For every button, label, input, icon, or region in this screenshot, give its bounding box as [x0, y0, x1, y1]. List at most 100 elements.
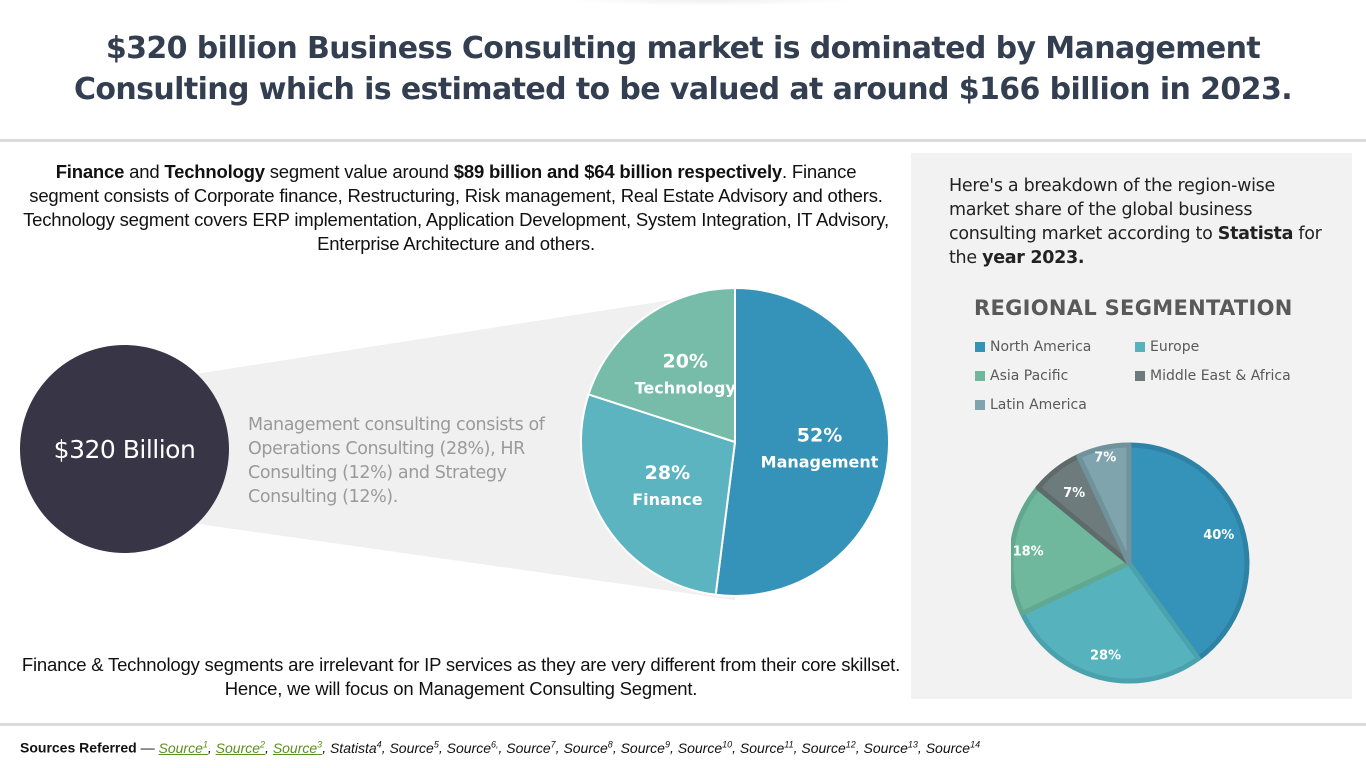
management-note: Management consulting consists of Operat… [248, 415, 545, 507]
intro-bold-values: $89 billion and $64 billion respectively [453, 161, 782, 182]
regional-intro-bold-year: year 2023. [982, 248, 1085, 268]
source-link-14: Source14 [925, 739, 981, 756]
source-separator: , [917, 739, 926, 756]
legend-label-europe: Europe [1150, 339, 1200, 355]
source-link-7: Source7 [506, 739, 556, 756]
source-link-1[interactable]: Source1 [158, 739, 208, 756]
region-label-middle-east-and-africa: 7% [1063, 486, 1085, 501]
intro-paragraph: Finance and Technology segment value aro… [20, 160, 892, 256]
source-separator: , [793, 739, 802, 756]
source-number-9: 9 [664, 739, 670, 749]
total-market-circle: $320 Billion [20, 345, 229, 553]
source-number-10: 10 [722, 739, 733, 749]
source-separator: , [438, 739, 447, 756]
source-link-3[interactable]: Source3 [272, 739, 323, 756]
regional-pie-chart: 40% 28% 18% 7% 7% [1011, 442, 1250, 684]
funnel-shape [170, 290, 735, 600]
legend-item-latin-america: Latin America [975, 397, 1087, 413]
source-separator: , [322, 739, 330, 756]
pie-category-label-management: Management [761, 452, 879, 471]
pie-slice-technology [587, 286, 736, 444]
source-separator: , [265, 739, 273, 756]
legend-swatch-middle-east-and-africa [1135, 371, 1145, 381]
source-separator: , [612, 739, 621, 756]
pie-slice-finance [580, 393, 737, 596]
regional-panel: Here's a breakdown of the region-wise ma… [911, 153, 1352, 699]
pie-percent-label-technology: 20% [662, 350, 707, 372]
source-separator: , [669, 739, 678, 756]
legend-label-asia-pacific: Asia Pacific [990, 368, 1069, 384]
intro-text-3: . Finance segment consists of Corporate … [23, 161, 889, 254]
region-slice-asia-pacific [1011, 485, 1132, 616]
source-number-8: 8 [607, 739, 613, 749]
legend-label-middle-east-and-africa: Middle East & Africa [1150, 368, 1291, 384]
source-separator: , [855, 739, 864, 756]
source-link-4: Statista4 [329, 739, 382, 756]
footer-divider [0, 723, 1366, 726]
funnel-connector [170, 290, 735, 600]
source-separator: , [207, 739, 216, 756]
source-link-9: Source9 [620, 739, 670, 756]
sources-dash: — [136, 739, 159, 756]
region-slice-europe [1019, 560, 1201, 684]
pie-slice-management [714, 286, 890, 597]
source-link-10: Source10 [677, 739, 733, 756]
conclusion-text: Finance & Technology segments are irrele… [21, 654, 901, 699]
regional-chart-title: REGIONAL SEGMENTATION [974, 296, 1293, 320]
region-slice-latin-america [1076, 442, 1132, 566]
total-market-label: $320 Billion [53, 434, 196, 464]
source-separator: , [381, 739, 390, 756]
source-number-3: 3 [317, 739, 323, 749]
legend-swatch-north-america [975, 342, 985, 352]
region-label-europe: 28% [1090, 648, 1121, 663]
intro-text-1: and [124, 161, 165, 182]
source-separator: , [498, 739, 507, 756]
legend-item-north-america: North America [975, 339, 1091, 355]
source-link-8: Source8 [563, 739, 613, 756]
source-link-11: Source11 [739, 739, 794, 756]
regional-intro-text-1: Here's a breakdown of the region-wise ma… [949, 176, 1275, 244]
intro-text-2: segment value around [264, 161, 454, 182]
region-label-latin-america: 7% [1094, 451, 1116, 466]
legend-item-europe: Europe [1135, 339, 1199, 355]
source-number-6: 6, [490, 739, 499, 749]
legend-item-asia-pacific: Asia Pacific [975, 368, 1068, 384]
region-label-asia-pacific: 18% [1013, 544, 1044, 559]
title-line-1: $320 billion Business Consulting market … [105, 31, 1261, 66]
region-slice-north-america [1126, 442, 1250, 661]
page-title: $320 billion Business Consulting market … [0, 28, 1366, 110]
source-number-11: 11 [784, 739, 794, 749]
source-separator: , [555, 739, 564, 756]
intro-bold-finance: Finance [55, 161, 125, 182]
source-number-2: 2 [260, 739, 266, 749]
sources-referred: Sources Referred — Source1, Source2, Sou… [20, 739, 980, 756]
source-number-4: 4 [376, 739, 382, 749]
source-number-5: 5 [433, 739, 439, 749]
source-number-1: 1 [202, 739, 208, 749]
source-link-13: Source13 [863, 739, 918, 756]
legend-item-middle-east-and-africa: Middle East & Africa [1135, 368, 1291, 384]
regional-intro-text-2: for the [949, 224, 1322, 268]
legend-swatch-asia-pacific [975, 371, 985, 381]
regional-intro: Here's a breakdown of the region-wise ma… [949, 174, 1339, 270]
regional-intro-bold-statista: Statista [1217, 224, 1294, 244]
legend-label-latin-america: Latin America [990, 397, 1087, 413]
top-shadow [560, 0, 860, 6]
source-link-12: Source12 [801, 739, 856, 756]
segment-pie-chart: 52% Management 28% Finance 20% Technology [580, 286, 890, 597]
source-number-7: 7 [550, 739, 556, 749]
pie-category-label-finance: Finance [632, 490, 702, 509]
source-number-13: 13 [907, 739, 918, 749]
title-line-2: Consulting which is estimated to be valu… [73, 72, 1293, 107]
legend-swatch-latin-america [975, 400, 985, 410]
source-number-12: 12 [845, 739, 856, 749]
pie-category-label-technology: Technology [635, 378, 737, 397]
legend-label-north-america: North America [990, 339, 1092, 355]
source-number-14: 14 [970, 739, 981, 749]
legend-swatch-europe [1135, 342, 1145, 352]
sources-label: Sources Referred [20, 739, 137, 756]
pie-percent-label-management: 52% [797, 424, 842, 446]
source-separator: , [732, 739, 740, 756]
source-link-2[interactable]: Source2 [215, 739, 266, 756]
pie-percent-label-finance: 28% [645, 462, 690, 484]
